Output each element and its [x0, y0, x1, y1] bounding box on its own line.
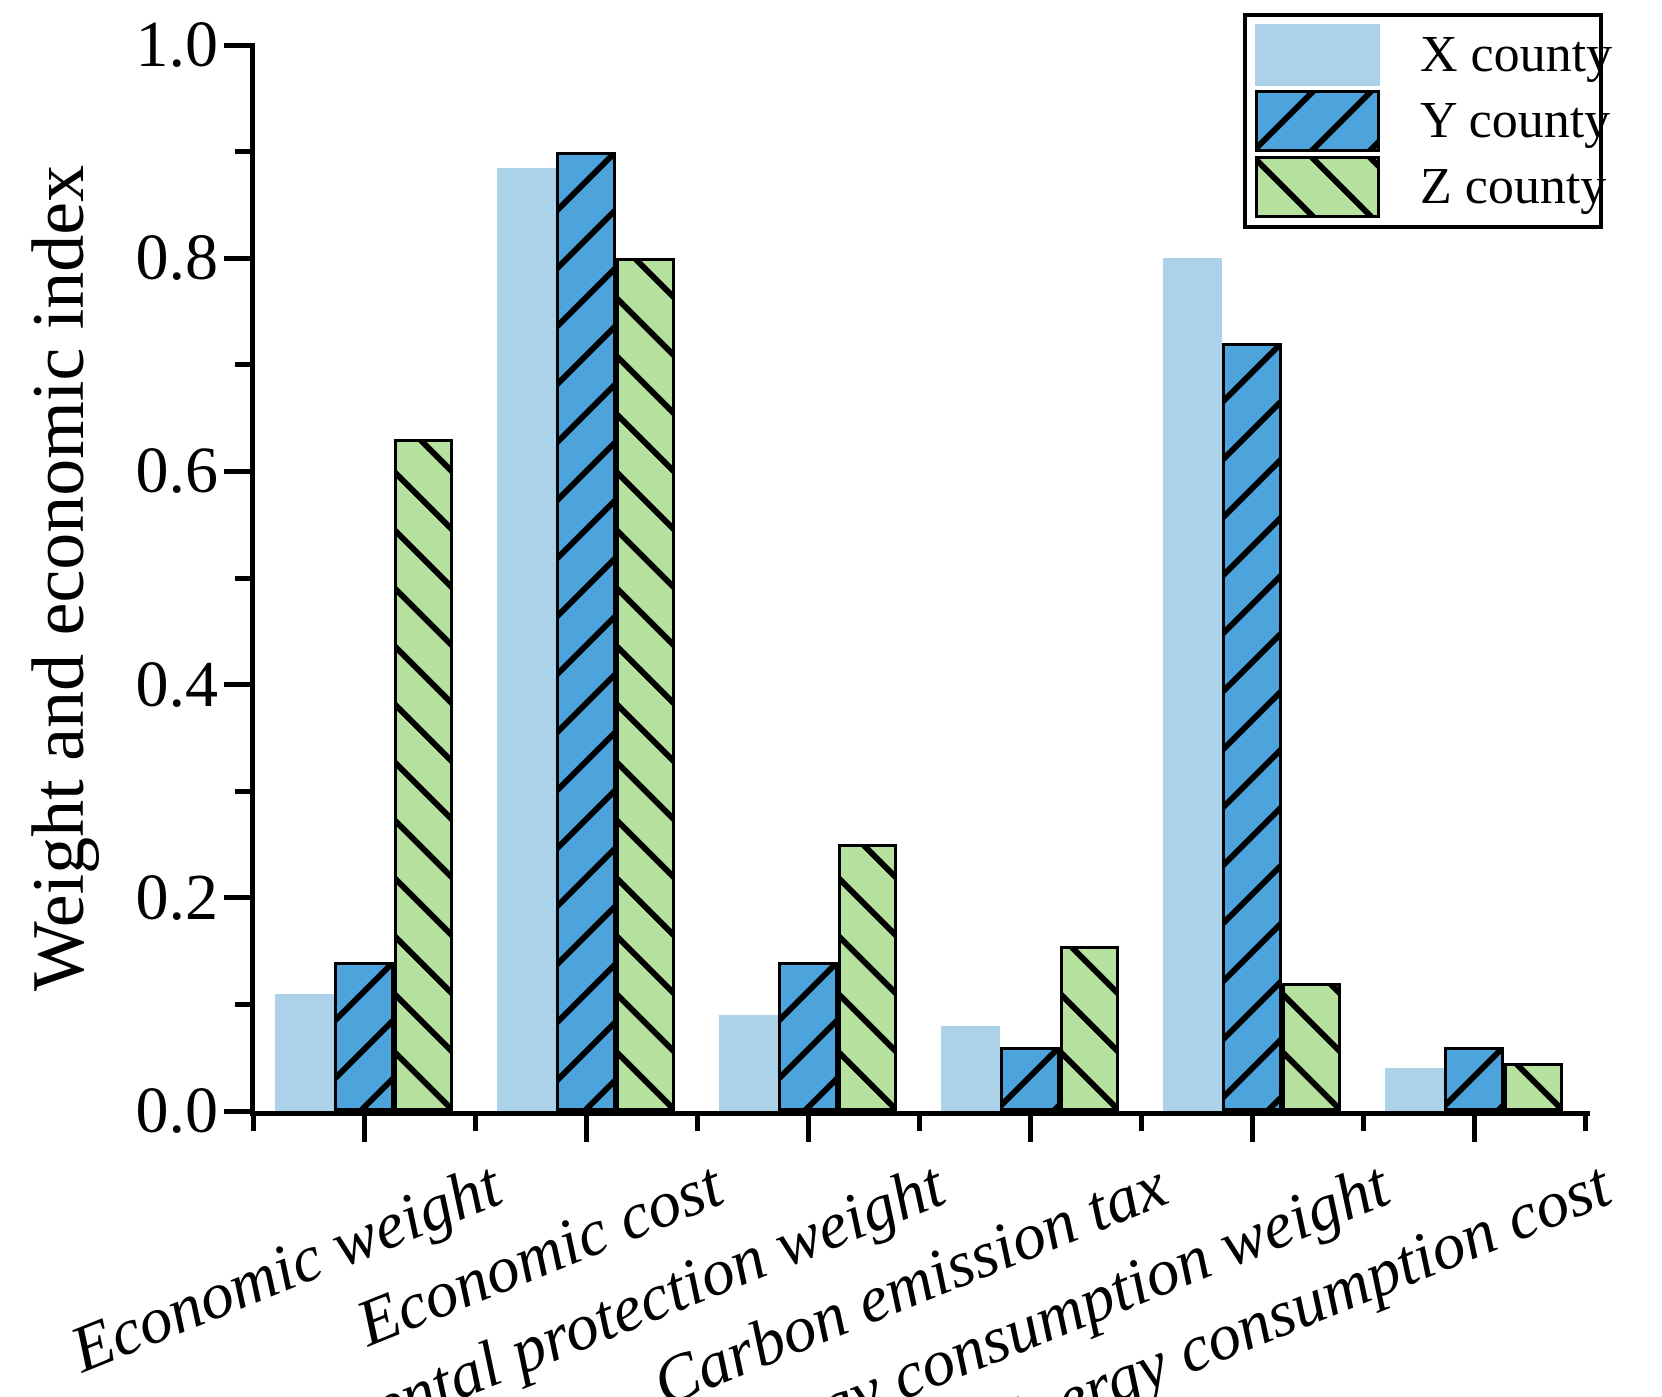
bar-group-energy-consumption-cost [1363, 45, 1585, 1111]
x-minor-tick-10 [1361, 1116, 1366, 1131]
x-major-tick-11 [1472, 1116, 1477, 1142]
x-major-tick-9 [1250, 1116, 1255, 1142]
x-minor-tick-4 [695, 1116, 700, 1131]
y-major-tick-0.6 [224, 469, 250, 474]
bar-group-economic-weight [253, 45, 475, 1111]
legend-swatch-x-county [1255, 24, 1380, 86]
bar-z-county-carbon-emission-tax [1059, 946, 1119, 1111]
x-minor-tick-8 [1139, 1116, 1144, 1131]
x-axis-spine [250, 1111, 1590, 1116]
bar-z-county-economic-weight [393, 439, 453, 1111]
legend-swatch-z-county [1255, 156, 1380, 218]
legend-item-x-county: X county [1255, 23, 1612, 87]
x-minor-tick-2 [473, 1116, 478, 1131]
y-tick-label-0.2: 0.2 [135, 861, 219, 934]
bar-group-energy-consumption-weight [1141, 45, 1363, 1111]
bar-z-county-environmental-protection-weight [837, 844, 897, 1111]
y-tick-label-0.6: 0.6 [135, 434, 219, 507]
bar-x-county-carbon-emission-tax [941, 1026, 1001, 1111]
y-tick-label-0.0: 0.0 [135, 1074, 219, 1147]
bar-y-county-environmental-protection-weight [778, 962, 838, 1111]
y-major-tick-0.8 [224, 256, 250, 261]
legend-swatch-y-county [1255, 90, 1380, 152]
bar-z-county-economic-cost [615, 258, 675, 1111]
legend: X county Y county Z county [1243, 13, 1612, 229]
legend-label-x-county: X county [1420, 26, 1613, 83]
y-tick-label-0.4: 0.4 [135, 648, 219, 721]
y-major-tick-0.2 [224, 895, 250, 900]
bar-y-county-energy-consumption-cost [1444, 1047, 1504, 1111]
y-minor-tick-0.9 [235, 149, 250, 154]
x-major-tick-7 [1028, 1116, 1033, 1142]
y-axis-spine [250, 43, 255, 1116]
x-major-tick-1 [362, 1116, 367, 1142]
x-minor-tick-6 [917, 1116, 922, 1131]
y-minor-tick-0.5 [235, 576, 250, 581]
bar-x-county-economic-weight [275, 994, 335, 1111]
legend-item-y-county: Y county [1255, 89, 1610, 153]
x-minor-tick-0 [251, 1116, 256, 1131]
bar-group-economic-cost [475, 45, 697, 1111]
y-minor-tick-0.7 [235, 362, 250, 367]
bar-x-county-environmental-protection-weight [719, 1015, 779, 1111]
y-major-tick-0.4 [224, 682, 250, 687]
bar-z-county-energy-consumption-weight [1281, 983, 1341, 1111]
y-major-tick-1.0 [224, 43, 250, 48]
y-tick-label-1.0: 1.0 [135, 8, 219, 81]
bar-y-county-carbon-emission-tax [1000, 1047, 1060, 1111]
y-major-tick-0.0 [224, 1109, 250, 1114]
bar-group-environmental-protection-weight [697, 45, 919, 1111]
bar-y-county-economic-weight [334, 962, 394, 1111]
legend-label-y-county: Y county [1420, 92, 1611, 149]
bar-group-carbon-emission-tax [919, 45, 1141, 1111]
bar-x-county-energy-consumption-weight [1163, 258, 1223, 1111]
x-major-tick-3 [584, 1116, 589, 1142]
bar-y-county-economic-cost [556, 152, 616, 1111]
y-minor-tick-0.3 [235, 789, 250, 794]
bar-z-county-energy-consumption-cost [1503, 1063, 1563, 1111]
y-minor-tick-0.1 [235, 1002, 250, 1007]
plot-area [253, 45, 1585, 1111]
x-minor-tick-12 [1583, 1116, 1588, 1131]
bar-y-county-energy-consumption-weight [1222, 343, 1282, 1111]
bar-x-county-economic-cost [497, 168, 557, 1111]
y-tick-label-0.8: 0.8 [135, 221, 219, 294]
bar-x-county-energy-consumption-cost [1385, 1068, 1445, 1111]
legend-label-z-county: Z county [1420, 158, 1607, 215]
x-major-tick-5 [806, 1116, 811, 1142]
legend-item-z-county: Z county [1255, 155, 1606, 219]
